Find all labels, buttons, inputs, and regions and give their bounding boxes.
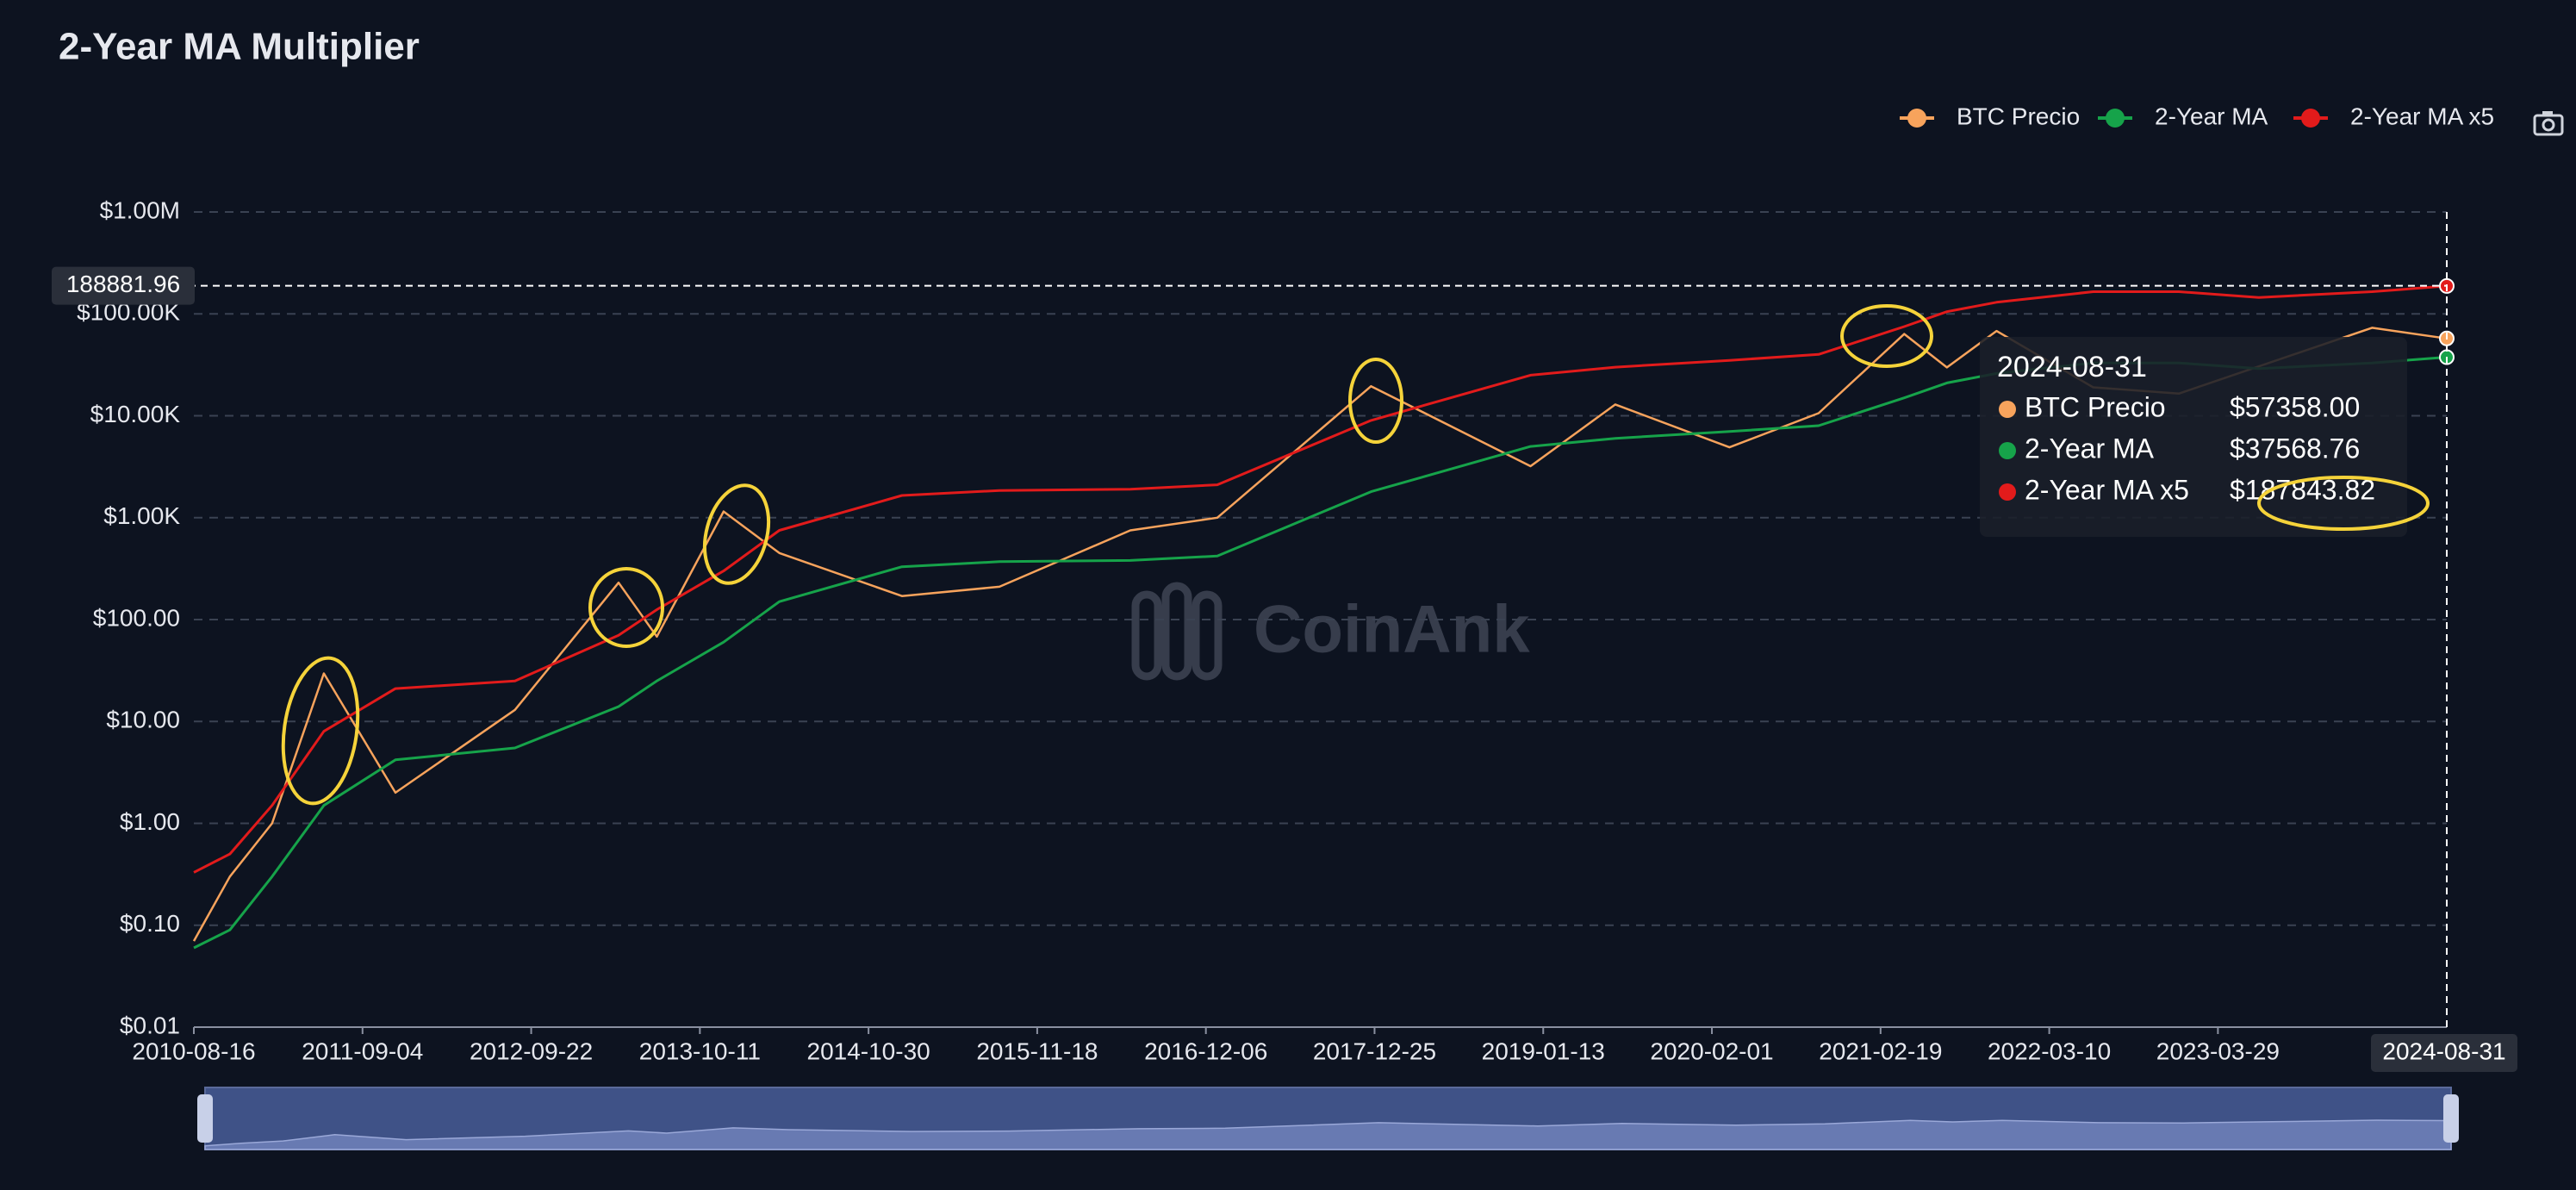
zoom-handle[interactable] <box>2443 1094 2459 1143</box>
tooltip-name: BTC Precio <box>2025 391 2166 422</box>
x-tick-label: 2021-02-19 <box>1819 1037 1942 1064</box>
tooltip-title: 2024-08-31 <box>1997 351 2147 383</box>
crosshair-y-label: 188881.96 <box>66 271 180 297</box>
x-tick-label: 2010-08-16 <box>132 1037 255 1064</box>
watermark-logo <box>1131 590 1162 681</box>
zoom-area <box>204 1119 2452 1150</box>
tooltip-value: $57358.00 <box>2230 391 2360 422</box>
y-tick-label: $100.00 <box>93 604 180 631</box>
y-tick-label: $10.00 <box>106 707 180 733</box>
x-tick-label: 2012-09-22 <box>470 1037 593 1064</box>
tooltip: 2024-08-31 BTC Precio $57358.00 2-Year MA $3… <box>1980 337 2407 537</box>
x-tick-label: 2019-01-13 <box>1482 1037 1605 1064</box>
y-tick-label: $1.00K <box>103 502 180 529</box>
x-tick-label: 2022-03-10 <box>1988 1037 2111 1064</box>
legend-marker <box>2301 109 2320 128</box>
tooltip-marker <box>1999 483 2016 501</box>
y-tick-label: $0.01 <box>120 1012 180 1038</box>
annotation-circle <box>1348 358 1403 444</box>
legend-marker <box>1907 109 1926 128</box>
camera-lens <box>2542 118 2555 132</box>
legend-label: 2-Year MA x5 <box>2350 103 2494 129</box>
zoom-handle[interactable] <box>197 1094 213 1143</box>
legend-marker <box>2106 109 2125 128</box>
save-image-button[interactable] <box>2533 111 2564 136</box>
watermark-text: CoinAnk <box>1254 591 1530 667</box>
y-tick-label: $0.10 <box>120 910 180 937</box>
tooltip-name: 2-Year MA x5 <box>2025 474 2189 505</box>
annotation-circle <box>588 567 664 648</box>
x-tick-label: 2016-12-06 <box>1144 1037 1267 1064</box>
x-tick-label: 2014-10-30 <box>807 1037 930 1064</box>
watermark: CoinAnk <box>1131 582 1530 681</box>
watermark-logo <box>1161 582 1192 681</box>
tooltip-marker <box>1999 442 2016 459</box>
x-tick-label: 2011-09-04 <box>302 1037 423 1064</box>
legend-label: 2-Year MA <box>2155 103 2268 129</box>
camera-top <box>2542 111 2553 116</box>
legend-label: BTC Precio <box>1957 103 2080 129</box>
annotation-circle <box>703 483 770 585</box>
annotation-circle <box>2257 476 2430 531</box>
crosshair-y-label-box <box>52 266 195 305</box>
x-tick-label: 2013-10-11 <box>639 1037 761 1064</box>
series-line <box>193 284 2448 874</box>
y-tick-label: $1.00 <box>120 808 180 835</box>
x-tick-label: 2017-12-25 <box>1313 1037 1436 1064</box>
tooltip-box <box>1980 337 2407 537</box>
annotation-circle <box>281 656 360 806</box>
crosshair-x-label: 2024-08-31 <box>2382 1037 2505 1064</box>
y-tick-label: $10.00K <box>90 401 181 427</box>
x-tick-label: 2020-02-01 <box>1650 1037 1773 1064</box>
annotations <box>281 304 2430 806</box>
y-tick-label: $1.00M <box>100 196 180 223</box>
x-tick-label: 2023-03-29 <box>2156 1037 2280 1064</box>
chart-title: 2-Year MA Multiplier <box>59 26 420 68</box>
tooltip-marker <box>1999 401 2016 418</box>
crosshair-x-label-box <box>2371 1034 2517 1072</box>
annotation-circle <box>1840 304 1933 368</box>
tooltip-name: 2-Year MA <box>2025 433 2155 464</box>
tooltip-value: $37568.76 <box>2230 433 2360 464</box>
x-tick-label: 2015-11-18 <box>976 1037 1098 1064</box>
watermark-logo <box>1192 590 1223 681</box>
